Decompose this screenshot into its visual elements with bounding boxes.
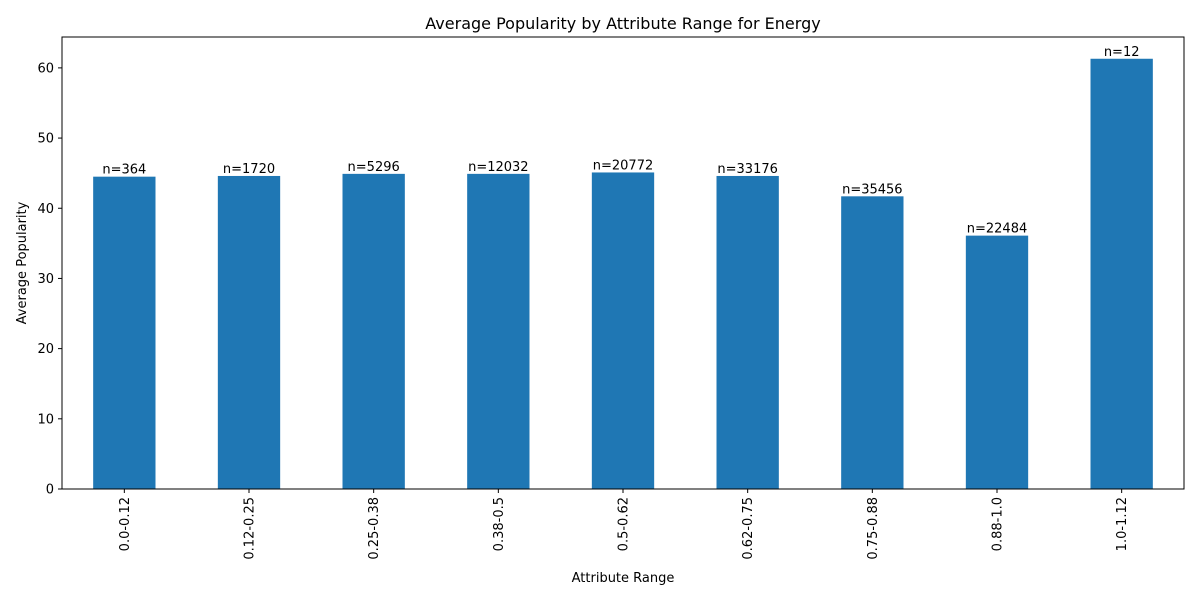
y-tick-label: 60 bbox=[37, 61, 54, 76]
chart-marks: 0 10 20 30 40 50 60 0.0-0.12 n=364 0.12-0.25 n=172… bbox=[37, 45, 1153, 560]
bar-data-label: n=12 bbox=[1104, 45, 1140, 60]
bar bbox=[1090, 58, 1153, 490]
y-tick-label: 40 bbox=[37, 202, 54, 217]
bar bbox=[217, 175, 281, 490]
y-axis-label: Average Popularity bbox=[15, 201, 30, 324]
x-tick-label: 0.12-0.25 bbox=[243, 497, 258, 560]
bar-data-label: n=5296 bbox=[348, 160, 400, 175]
x-tick-label: 0.25-0.38 bbox=[367, 497, 382, 560]
y-tick-label: 30 bbox=[37, 272, 54, 287]
x-tick-label: 0.75-0.88 bbox=[866, 497, 881, 560]
y-tick-label: 50 bbox=[37, 132, 54, 147]
bar-data-label: n=1720 bbox=[223, 162, 275, 177]
bar-data-label: n=364 bbox=[102, 163, 146, 178]
x-tick-label: 0.0-0.12 bbox=[118, 497, 133, 551]
y-tick-label: 20 bbox=[37, 342, 54, 357]
x-axis-label: Attribute Range bbox=[572, 571, 675, 586]
bar bbox=[716, 175, 779, 490]
chart-title: Average Popularity by Attribute Range fo… bbox=[425, 14, 820, 33]
bar bbox=[342, 173, 405, 490]
bar bbox=[467, 173, 530, 490]
y-tick-label: 0 bbox=[46, 483, 54, 498]
bar bbox=[965, 235, 1029, 489]
bar-data-label: n=20772 bbox=[593, 158, 654, 173]
bar bbox=[841, 196, 904, 489]
x-tick-label: 0.62-0.75 bbox=[741, 497, 756, 560]
y-tick-label: 10 bbox=[37, 412, 54, 427]
bar-data-label: n=35456 bbox=[842, 182, 903, 197]
plot-area-frame bbox=[61, 36, 1185, 490]
bar bbox=[591, 172, 655, 489]
bar bbox=[93, 176, 156, 489]
x-tick-label: 0.88-1.0 bbox=[991, 497, 1006, 551]
bar-data-label: n=33176 bbox=[717, 162, 778, 177]
bar-data-label: n=12032 bbox=[468, 160, 529, 175]
x-tick-label: 0.5-0.62 bbox=[617, 497, 632, 551]
x-tick-label: 1.0-1.12 bbox=[1115, 497, 1130, 551]
x-tick-label: 0.38-0.5 bbox=[492, 497, 507, 551]
bar-data-label: n=22484 bbox=[967, 222, 1028, 237]
